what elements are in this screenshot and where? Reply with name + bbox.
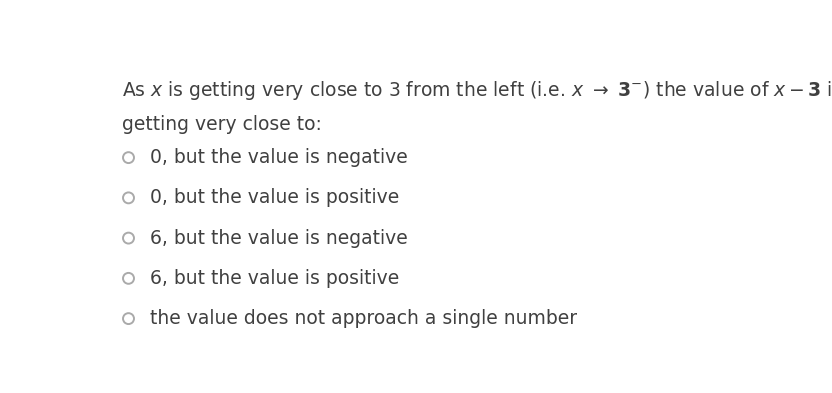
Text: 0, but the value is negative: 0, but the value is negative xyxy=(151,148,409,167)
Text: 0, but the value is positive: 0, but the value is positive xyxy=(151,188,399,208)
Text: As $\it{x}$ is getting very close to 3 from the left (i.e. $\it{x}\ \rightarrow\: As $\it{x}$ is getting very close to 3 f… xyxy=(122,79,832,102)
Text: 6, but the value is negative: 6, but the value is negative xyxy=(151,229,409,248)
Text: the value does not approach a single number: the value does not approach a single num… xyxy=(151,309,577,328)
Text: 6, but the value is positive: 6, but the value is positive xyxy=(151,269,399,288)
Text: getting very close to:: getting very close to: xyxy=(122,115,322,134)
